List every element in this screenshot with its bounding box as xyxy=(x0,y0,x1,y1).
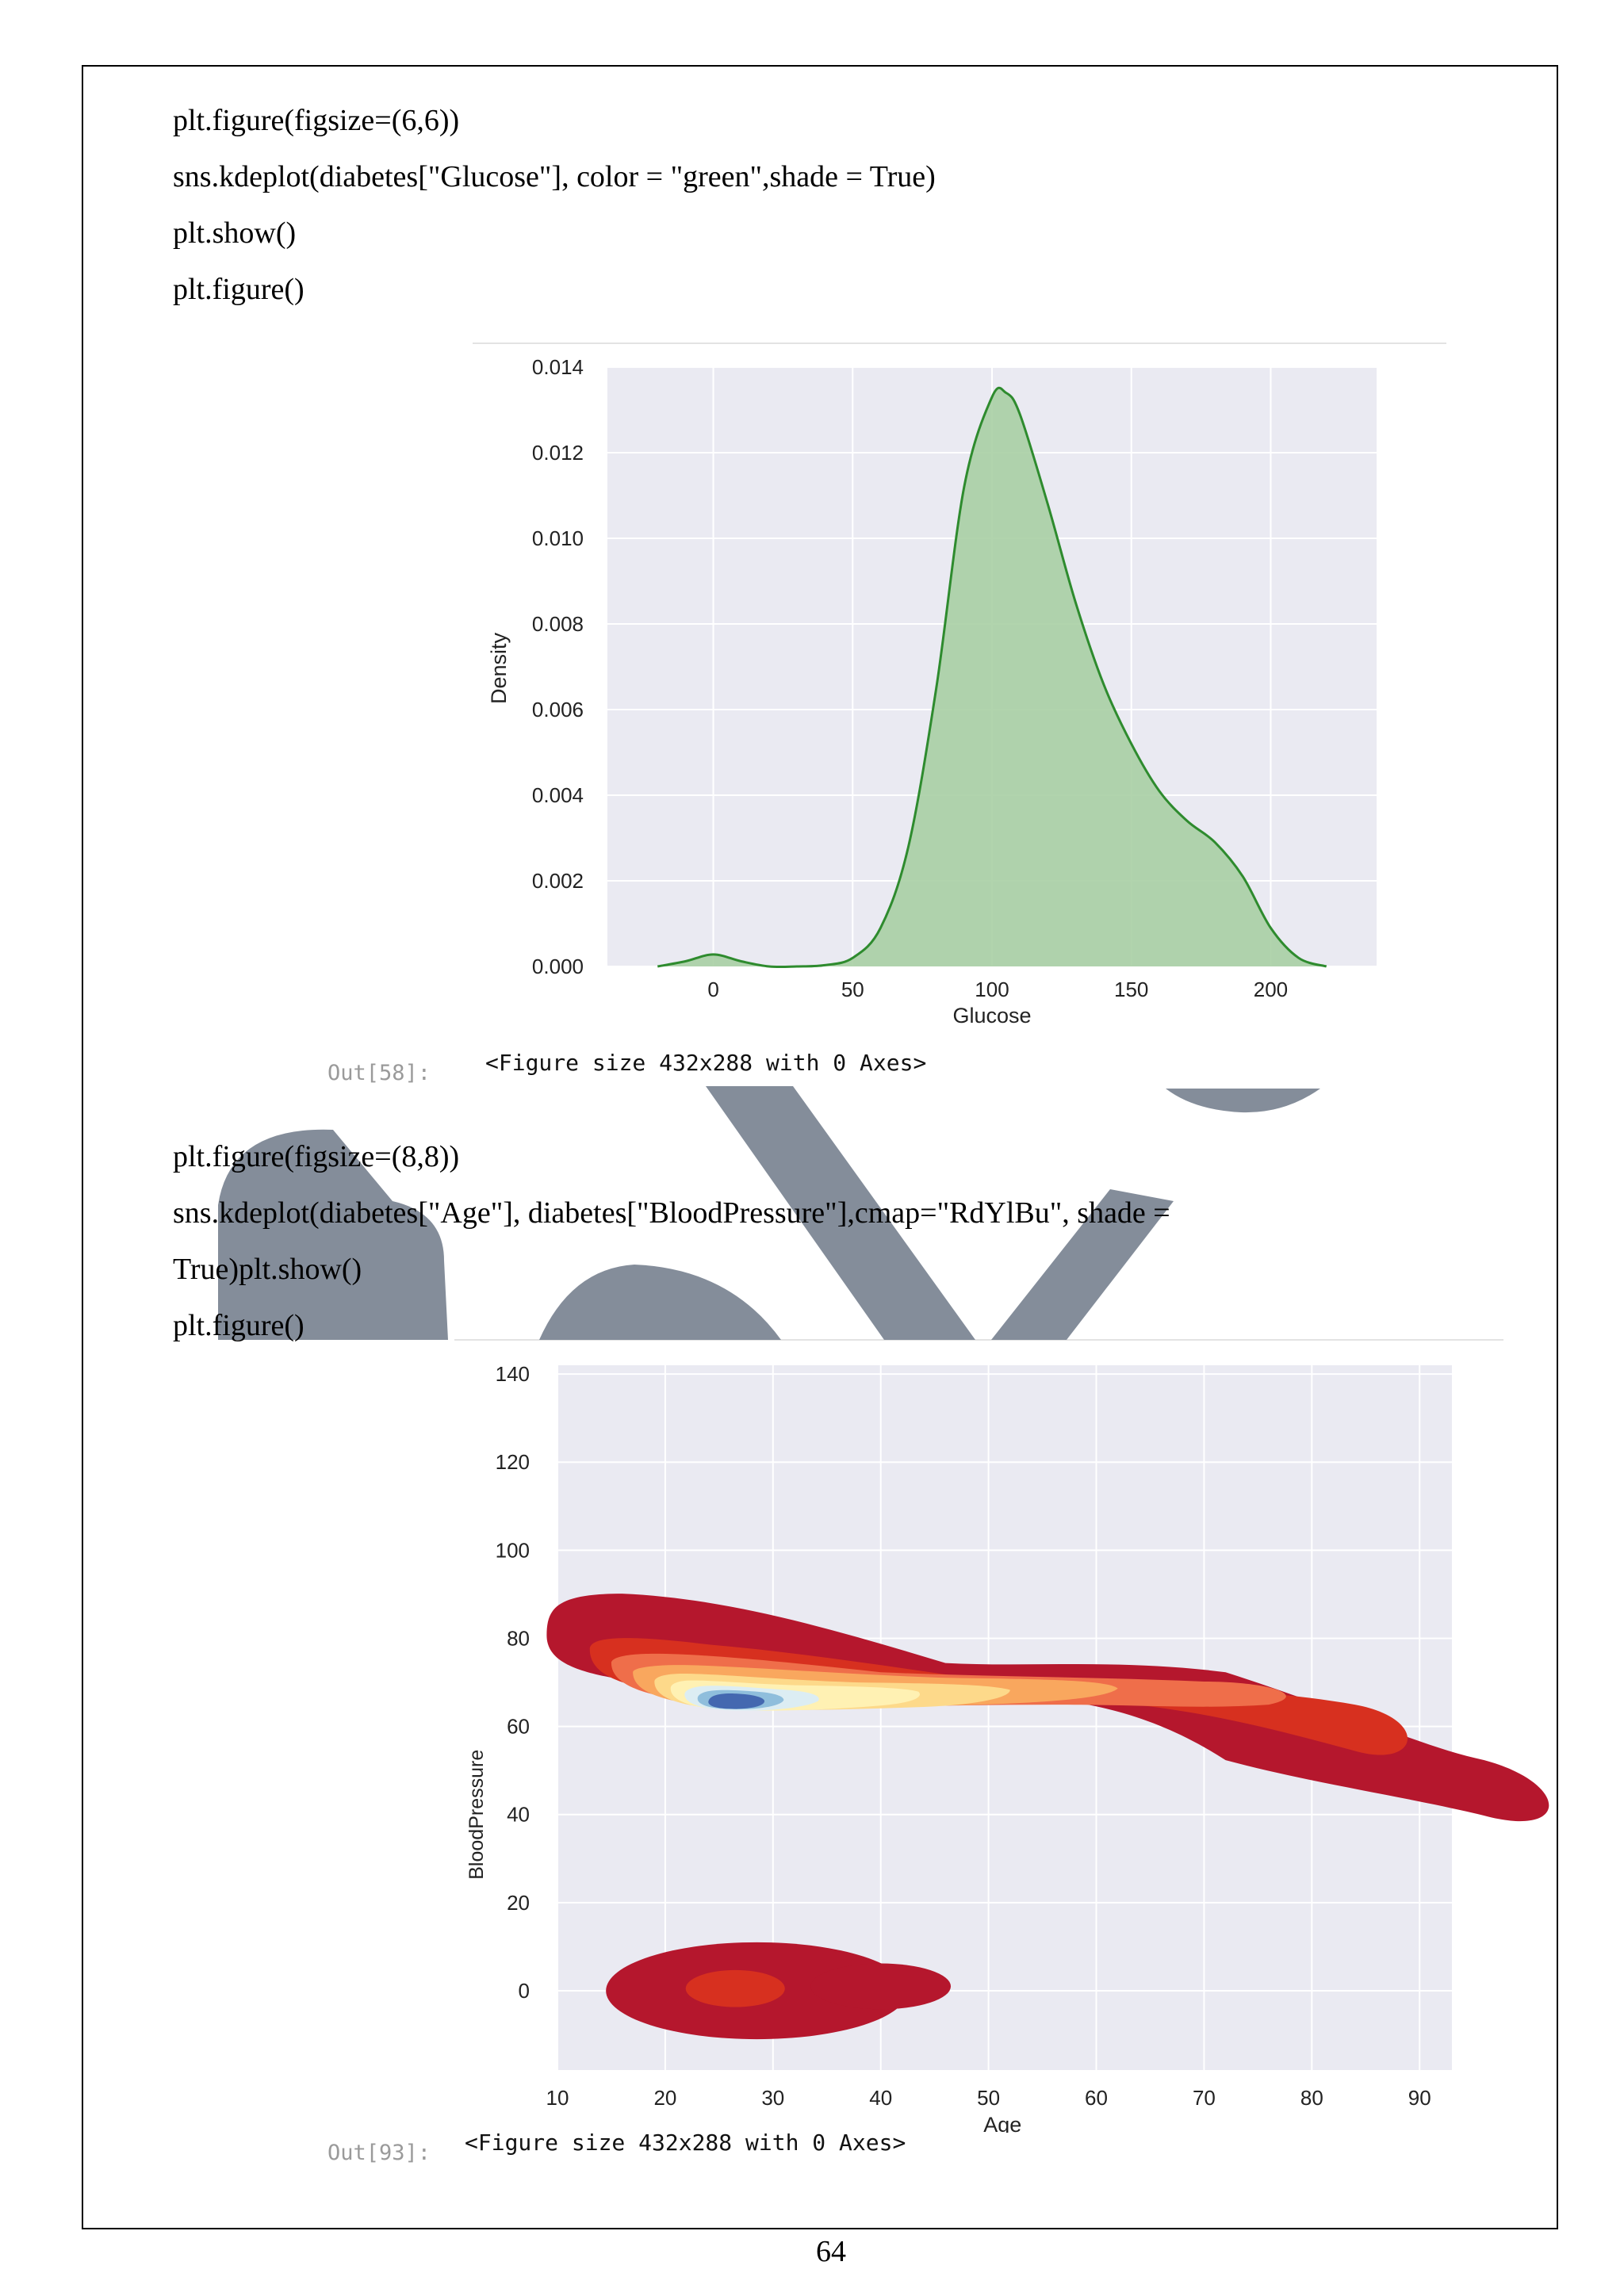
kde-line xyxy=(657,386,1327,969)
code-line: sns.kdeplot(diabetes["Age"], diabetes["B… xyxy=(173,1196,1170,1230)
glucose-kde-chart: 0.000 0.002 0.004 0.006 0.008 0.010 0.012 0.014… xyxy=(487,355,1377,1027)
output-text: <Figure size 432x288 with 0 Axes> xyxy=(485,1050,927,1076)
x-tick-label: 20 xyxy=(653,2086,676,2110)
code-line: True)plt.show() xyxy=(173,1253,362,1286)
y-tick-label: 0.002 xyxy=(532,869,584,893)
age-bloodpressure-kde-chart: 0 20 40 60 80 100 120 140 10 20 30 40 50 60 70 80 90 Age B… xyxy=(465,1362,1549,2133)
y-tick-label: 0 xyxy=(519,1979,530,2003)
divider xyxy=(454,1339,1503,1341)
x-tick-label: 0 xyxy=(707,978,718,1001)
y-tick-label: 20 xyxy=(507,1891,530,1915)
x-tick-label: 150 xyxy=(1114,978,1148,1001)
kde-lower-mode xyxy=(606,1942,952,2040)
y-tick-label: 60 xyxy=(507,1715,530,1739)
x-axis-label: Age xyxy=(983,2113,1021,2133)
code-line: plt.figure() xyxy=(173,273,304,306)
y-tick-label: 0.014 xyxy=(532,355,584,379)
x-tick-label: 70 xyxy=(1193,2086,1216,2110)
page-number: 64 xyxy=(816,2235,846,2268)
x-tick-label: 10 xyxy=(546,2086,569,2110)
x-tick-label: 80 xyxy=(1300,2086,1323,2110)
x-tick-label: 40 xyxy=(869,2086,892,2110)
y-tick-label: 120 xyxy=(496,1450,530,1474)
x-axis-label: Glucose xyxy=(952,1004,1031,1027)
y-tick-label: 0.000 xyxy=(532,955,584,978)
y-tick-label: 140 xyxy=(496,1362,530,1386)
kde-contour-level xyxy=(685,1969,785,2007)
code-line: plt.figure(figsize=(8,8)) xyxy=(173,1140,460,1173)
y-tick-label: 40 xyxy=(507,1803,530,1827)
kde-contour-level xyxy=(546,1594,1549,1822)
code-line: plt.show() xyxy=(173,216,297,250)
x-tick-label: 50 xyxy=(841,978,864,1001)
y-tick-label: 100 xyxy=(496,1538,530,1562)
y-axis-label: Density xyxy=(487,632,511,704)
y-tick-label: 0.012 xyxy=(532,441,584,465)
kde-contour-level xyxy=(810,1963,952,2010)
output-text: <Figure size 432x288 with 0 Axes> xyxy=(465,2130,906,2156)
kde-upper-mode xyxy=(546,1594,1549,1822)
y-tick-label: 80 xyxy=(507,1626,530,1650)
x-tick-label: 60 xyxy=(1085,2086,1108,2110)
code-line: plt.figure(figsize=(6,6)) xyxy=(173,104,460,137)
x-tick-label: 100 xyxy=(975,978,1009,1001)
output-prompt: Out[58]: xyxy=(327,1061,431,1085)
y-tick-label: 0.004 xyxy=(532,783,584,807)
y-tick-label: 0.006 xyxy=(532,698,584,721)
page-frame xyxy=(82,65,1558,2229)
output-prompt: Out[93]: xyxy=(327,2141,431,2165)
code-line: plt.figure() xyxy=(173,1309,304,1342)
x-tick-label: 50 xyxy=(977,2086,1000,2110)
x-tick-label: 200 xyxy=(1254,978,1288,1001)
kde-contour-level xyxy=(708,1693,765,1709)
y-tick-label: 0.010 xyxy=(532,526,584,550)
y-tick-label: 0.008 xyxy=(532,612,584,636)
kde-area xyxy=(657,388,1327,967)
y-axis-label: BloodPressure xyxy=(465,1750,488,1880)
x-tick-label: 90 xyxy=(1408,2086,1431,2110)
code-line: sns.kdeplot(diabetes["Glucose"], color =… xyxy=(173,160,936,193)
divider xyxy=(473,342,1446,344)
x-tick-label: 30 xyxy=(761,2086,784,2110)
